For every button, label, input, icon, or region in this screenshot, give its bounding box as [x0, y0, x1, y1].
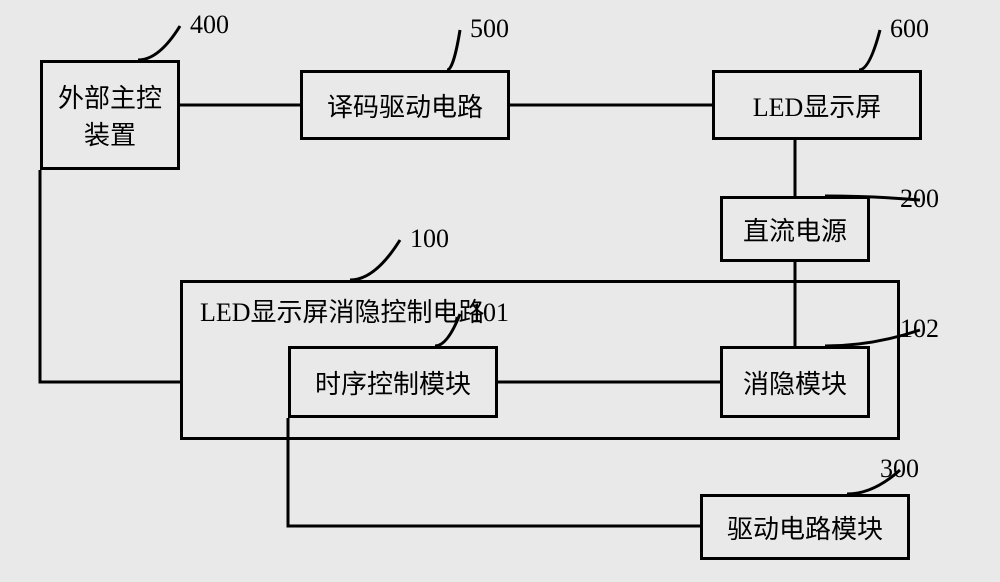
- node-blanking-module: 消隐模块: [720, 346, 870, 418]
- ref-number: 400: [190, 10, 229, 40]
- node-label: 消隐模块: [743, 364, 847, 401]
- node-led-display: LED显示屏: [712, 70, 922, 140]
- node-decoder-driver-circuit: 译码驱动电路: [300, 70, 510, 140]
- ref-number: 200: [900, 184, 939, 214]
- node-external-main-controller: 外部主控装置: [40, 60, 180, 170]
- group-title: LED显示屏消隐控制电路: [200, 292, 485, 329]
- node-label: 直流电源: [743, 211, 847, 248]
- ref-number: 101: [470, 298, 509, 328]
- ref-number: 300: [880, 454, 919, 484]
- ref-number: 102: [900, 314, 939, 344]
- node-label: 时序控制模块: [315, 364, 471, 401]
- ref-number: 600: [890, 14, 929, 44]
- node-label: 译码驱动电路: [327, 87, 483, 124]
- node-label: 外部主控装置: [58, 78, 162, 152]
- node-driver-circuit-module: 驱动电路模块: [700, 494, 910, 560]
- diagram-canvas: LED显示屏消隐控制电路 100 外部主控装置 译码驱动电路 LED显示屏 直流…: [0, 0, 1000, 582]
- node-dc-power-supply: 直流电源: [720, 196, 870, 262]
- ref-number: 500: [470, 14, 509, 44]
- node-label: LED显示屏: [753, 87, 882, 124]
- node-label: 驱动电路模块: [727, 509, 883, 546]
- group-ref-number: 100: [410, 224, 449, 254]
- node-timing-control-module: 时序控制模块: [288, 346, 498, 418]
